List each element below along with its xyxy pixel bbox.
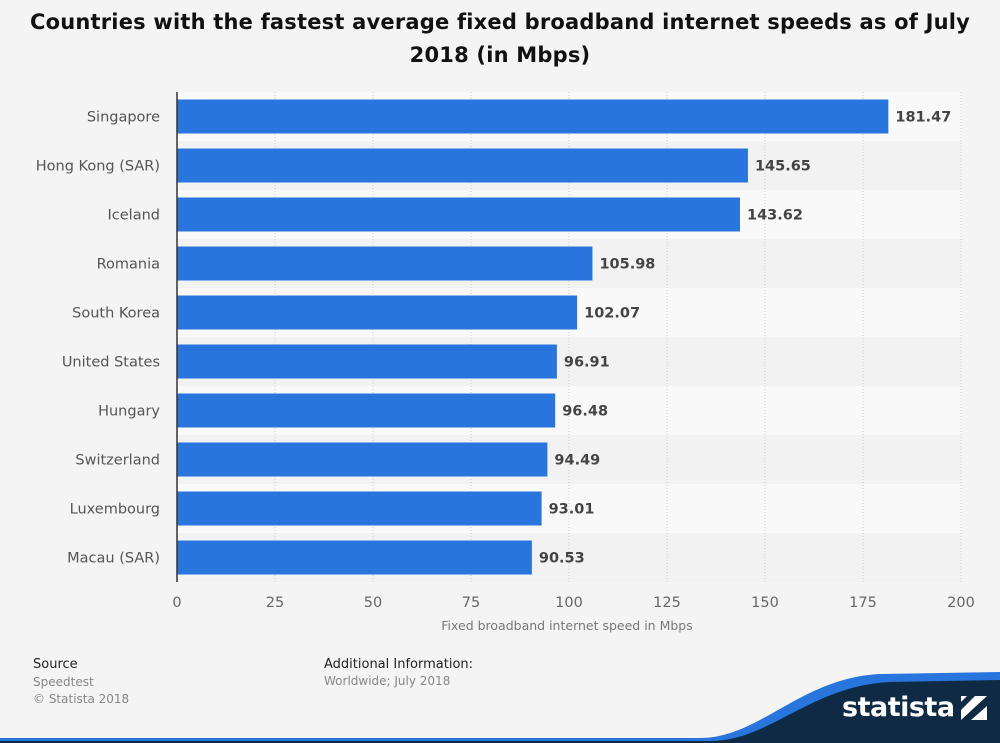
x-tick-label: 100: [555, 595, 583, 611]
brand-wave: [0, 672, 1000, 743]
data-label: 105.98: [599, 257, 655, 273]
brand-name: statista: [842, 692, 955, 723]
bar-hungary: [177, 393, 556, 428]
bar-singapore: [177, 99, 889, 134]
statista-logo-icon: [960, 695, 987, 720]
bar-chart: Singapore 181.47 Hong Kong (SAR) 145.65 Icel…: [36, 92, 975, 633]
x-tick-label: 200: [947, 595, 975, 611]
bar-hong-kong-sar: [177, 148, 748, 183]
category-label: Romania: [97, 257, 160, 273]
data-label: 96.48: [562, 404, 608, 420]
additional-info-text: Worldwide; July 2018: [324, 674, 451, 688]
x-tick-label: 125: [653, 595, 681, 611]
copyright: © Statista 2018: [33, 692, 130, 706]
source-heading: Source: [33, 657, 78, 672]
category-label: South Korea: [72, 306, 160, 322]
source-name[interactable]: Speedtest: [33, 675, 94, 689]
additional-info-heading: Additional Information:: [324, 657, 474, 672]
x-axis-title: Fixed broadband internet speed in Mbps: [441, 618, 693, 633]
bar-switzerland: [177, 442, 548, 477]
x-tick-label: 50: [364, 595, 382, 611]
category-label: United States: [62, 355, 160, 371]
data-label: 94.49: [554, 453, 600, 469]
bar-macau-sar: [177, 540, 532, 575]
statista-logo[interactable]: statista: [842, 692, 987, 723]
x-tick-label: 25: [266, 595, 284, 611]
data-label: 145.65: [755, 159, 811, 175]
category-label: Singapore: [87, 110, 160, 126]
data-label: 181.47: [895, 110, 951, 126]
bar-luxembourg: [177, 491, 542, 526]
x-tick-label: 75: [462, 595, 480, 611]
category-label: Luxembourg: [70, 502, 160, 518]
category-label: Switzerland: [75, 453, 160, 469]
category-label: Hong Kong (SAR): [36, 159, 160, 175]
data-label: 93.01: [549, 502, 595, 518]
category-label: Iceland: [108, 208, 160, 224]
data-label: 143.62: [747, 208, 803, 224]
data-label: 96.91: [564, 355, 610, 371]
data-label: 102.07: [584, 306, 640, 322]
bar-iceland: [177, 197, 740, 232]
data-label: 90.53: [539, 551, 585, 567]
category-label: Macau (SAR): [67, 551, 160, 567]
bar-south-korea: [177, 295, 578, 330]
bar-united-states: [177, 344, 557, 379]
source-body: Speedtest © Statista 2018: [33, 674, 129, 708]
x-tick-label: 0: [172, 595, 181, 611]
x-tick-label: 175: [849, 595, 877, 611]
bar-romania: [177, 246, 593, 281]
category-label: Hungary: [98, 404, 160, 420]
x-tick-label: 150: [751, 595, 779, 611]
chart-title: Countries with the fastest average fixed…: [29, 10, 971, 67]
